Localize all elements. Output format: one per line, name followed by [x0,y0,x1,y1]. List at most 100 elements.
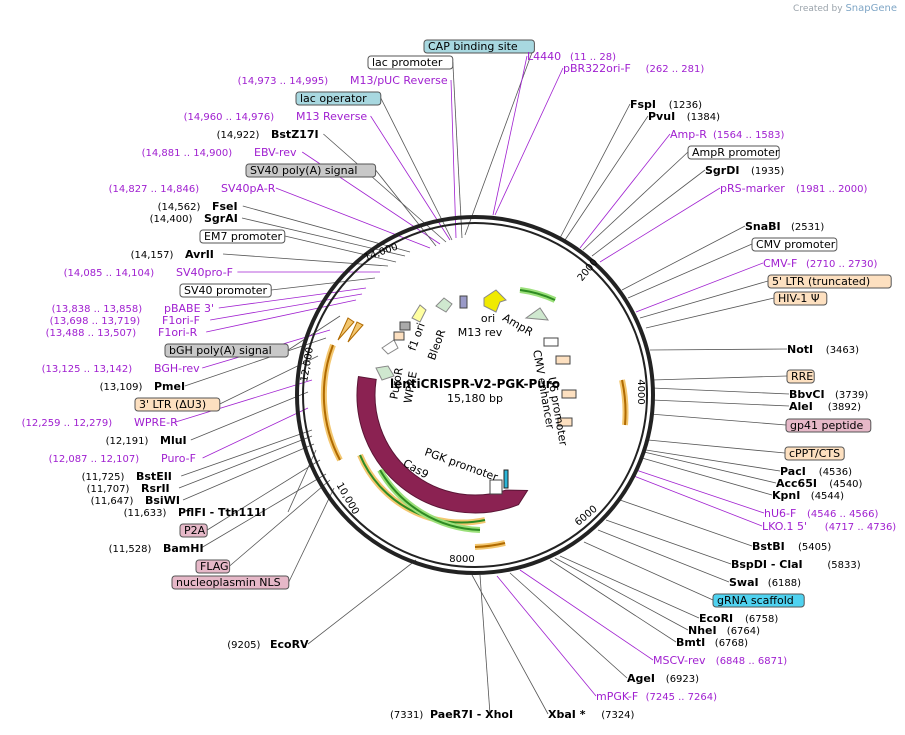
label-primer[interactable]: Puro-F (12,087 .. 12,107) [49,452,196,465]
label-enzyme[interactable]: SgrAI (14,400) [150,212,238,225]
label-feature[interactable]: bGH poly(A) signal [164,343,289,358]
label-enzyme[interactable]: PflFI - Tth111I (11,633) [124,506,266,519]
label-enzyme[interactable]: FspI (1236) [630,98,702,111]
label-enzyme[interactable]: BstEII (11,725) [82,470,172,483]
label-feature[interactable]: FLAG [195,559,231,574]
label-enzyme[interactable]: BamHI (11,528) [109,542,204,555]
label-enzyme[interactable]: BmtI (6768) [676,636,748,649]
label-enzyme[interactable]: RsrII (11,707) [87,482,170,495]
primer-name: WPRE-R [134,416,178,429]
label-enzyme[interactable]: NotI (3463) [787,343,859,356]
label-primer[interactable]: CMV-F (2710 .. 2730) [763,257,878,270]
white-box-right[interactable] [543,337,559,347]
ori-arrow[interactable] [483,289,507,313]
label-feature[interactable]: SV40 poly(A) signal [245,163,377,178]
label-feature[interactable]: lac promoter [367,55,454,70]
label-enzyme[interactable]: MluI (12,191) [106,434,187,447]
label-enzyme[interactable]: BspDI - ClaI (5833) [731,558,861,571]
label-primer[interactable]: pRS-marker (1981 .. 2000) [720,182,868,195]
label-primer[interactable]: pBABE 3' (13,838 .. 13,858) [52,302,214,315]
lac-box[interactable] [459,295,468,309]
label-primer[interactable]: MSCV-rev (6848 .. 6871) [653,654,787,667]
leader-line [649,348,788,351]
label-enzyme[interactable]: BstBI (5405) [752,540,831,553]
label-enzyme[interactable]: Acc65I (4540) [776,477,863,490]
label-feature[interactable]: CMV promoter [751,237,838,252]
feature-box [245,163,377,178]
label-primer[interactable]: EBV-rev (14,881 .. 14,900) [142,146,297,159]
label-feature[interactable]: HIV-1 Ψ [773,291,828,306]
label-enzyme[interactable]: SnaBI (2531) [745,220,824,233]
enzyme-position: (6764) [727,626,760,637]
label-feature[interactable]: cPPT/CTS [784,446,845,461]
u6-box[interactable] [557,417,573,427]
label-feature[interactable]: RRE [786,369,815,384]
left-small-orange[interactable] [337,317,355,341]
label-enzyme[interactable]: PacI (4536) [780,465,852,478]
label-enzyme[interactable]: SgrDI (1935) [705,164,784,177]
label-feature[interactable]: gRNA scaffold [712,593,805,608]
label-primer[interactable]: M13 Reverse (14,960 .. 14,976) [184,110,368,123]
label-enzyme[interactable]: AgeI (6923) [627,672,699,685]
puror-arrow[interactable] [375,365,395,381]
feature-box [785,418,872,433]
label-enzyme[interactable]: BsiWI (11,647) [91,494,180,507]
primer-name: EBV-rev [254,146,297,159]
label-primer[interactable]: hU6-F (4546 .. 4566) [764,507,879,520]
f1ori-arrow[interactable] [411,304,427,323]
pgk-box[interactable] [489,479,503,495]
small-peach-box[interactable] [393,331,405,341]
label-enzyme[interactable]: AvrII (14,157) [131,248,214,261]
label-enzyme[interactable]: EcoRI (6758) [699,612,778,625]
label-primer[interactable]: SV40pro-F (14,085 .. 14,104) [64,266,233,279]
label-enzyme[interactable]: NheI (6764) [688,624,760,637]
label-primer[interactable]: Amp-R (1564 .. 1583) [670,128,785,141]
label-enzyme[interactable]: BbvCI (3739) [789,388,868,401]
grna-box[interactable] [503,469,509,489]
label-primer[interactable]: M13/pUC Reverse (14,973 .. 14,995) [238,74,448,87]
wpre-box[interactable] [381,339,399,355]
backbone-inner [302,222,648,568]
label-enzyme[interactable]: XbaI * (7324) [548,708,635,721]
label-primer[interactable]: F1ori-R (13,488 .. 13,507) [46,326,198,339]
label-enzyme[interactable]: EcoRV (9205) [227,638,309,651]
cas9-feature[interactable] [356,375,529,514]
label-feature[interactable]: AmpR promoter [687,145,780,160]
label-primer[interactable]: L4440 (11 .. 28) [527,50,616,63]
label-enzyme[interactable]: PmeI (13,109) [100,380,185,393]
small-grey-box[interactable] [399,321,411,331]
label-feature[interactable]: nucleoplasmin NLS [171,575,290,590]
label-primer[interactable]: SV40pA-R (14,827 .. 14,846) [109,182,276,195]
label-feature[interactable]: SV40 promoter [179,283,272,298]
cmv-box[interactable] [561,389,577,399]
label-feature[interactable]: P2A [179,523,208,538]
enzyme-name: BbvCI [789,388,825,401]
label-primer[interactable]: pBR322ori-F (262 .. 281) [563,62,704,75]
label-enzyme[interactable]: SwaI (6188) [729,576,801,589]
label-primer[interactable]: LKO.1 5' (4717 .. 4736) [762,520,896,533]
leader-line [206,459,321,531]
label-primer[interactable]: F1ori-F (13,698 .. 13,719) [50,314,200,327]
ampr-small-arrow[interactable] [524,307,549,321]
left-small-orange2[interactable] [347,321,364,343]
label-primer[interactable]: mPGK-F (7245 .. 7264) [596,690,717,703]
leader-line [210,293,363,321]
label-feature[interactable]: lac operator [295,91,382,106]
label-enzyme[interactable]: KpnI (4544) [772,489,844,502]
label-enzyme[interactable]: (7331) PaeR7I - XhoI [390,708,513,721]
label-enzyme[interactable]: FseI (14,562) [158,200,238,213]
label-enzyme[interactable]: PvuI (1384) [648,110,720,123]
label-primer[interactable]: WPRE-R (12,259 .. 12,279) [22,416,178,429]
label-feature[interactable]: gp41 peptide [785,418,872,433]
feature-label: AmpR promoter [692,146,780,159]
label-feature[interactable]: CAP binding site [423,39,535,54]
label-enzyme[interactable]: AleI (3892) [789,400,861,413]
label-feature[interactable]: 5' LTR (truncated) [767,274,892,289]
label-feature[interactable]: EM7 promoter [199,229,286,244]
label-primer[interactable]: BGH-rev (13,125 .. 13,142) [42,362,201,375]
label-enzyme[interactable]: BstZ17I (14,922) [217,128,319,141]
label-feature[interactable]: 3' LTR (ΔU3) [134,397,221,412]
bleor-arrow[interactable] [435,297,453,313]
primer-position: (13,838 .. 13,858) [52,304,143,315]
peach-box-right1[interactable] [555,355,571,365]
